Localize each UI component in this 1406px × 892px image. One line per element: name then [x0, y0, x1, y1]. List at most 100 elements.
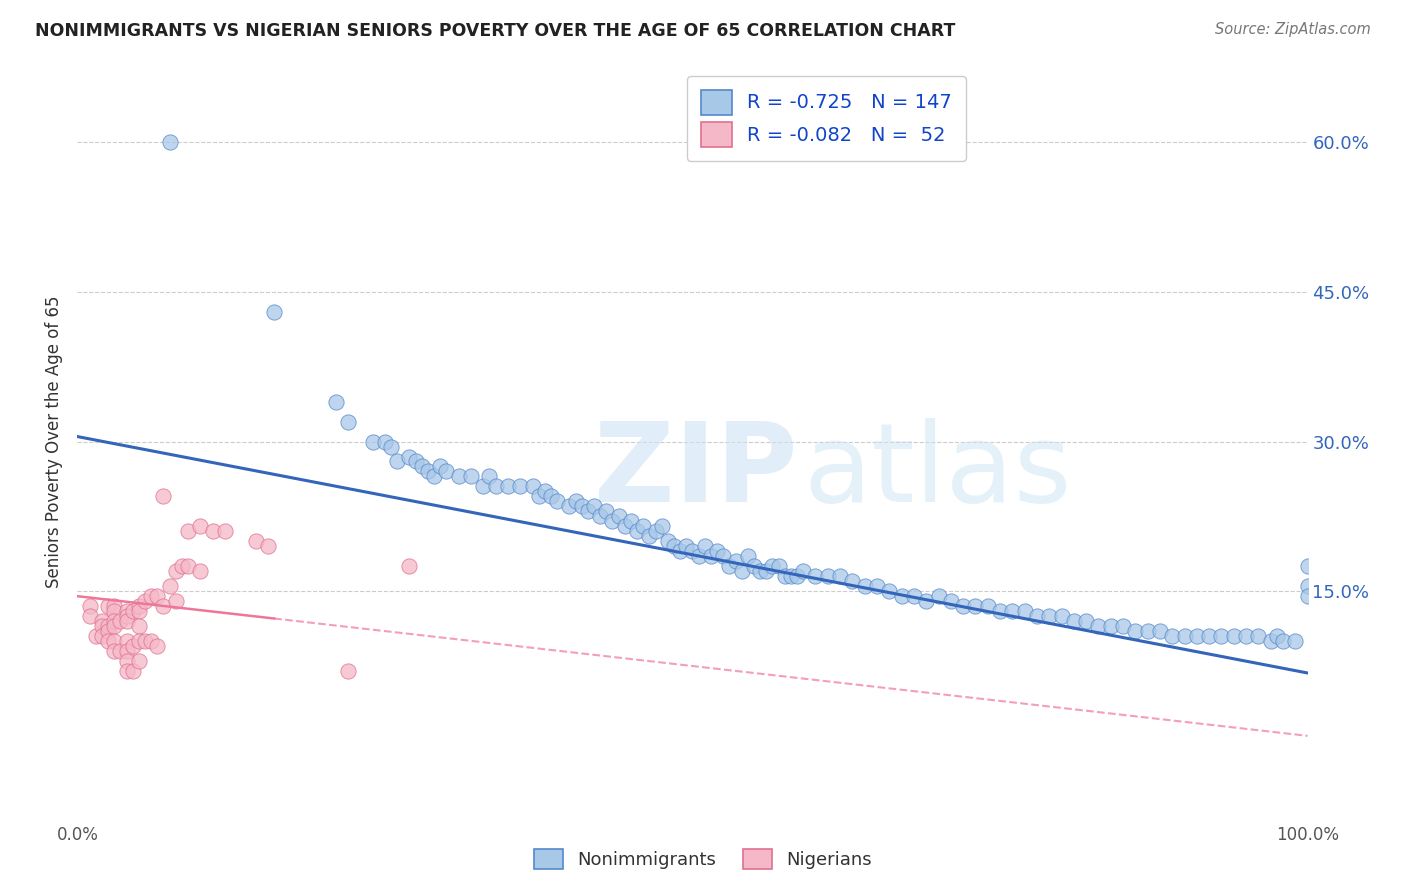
Point	[128, 654, 150, 668]
Point	[97, 599, 120, 614]
Point	[879, 584, 901, 599]
Point	[773, 569, 796, 583]
Point	[103, 614, 125, 628]
Point	[977, 599, 1000, 614]
Point	[1026, 609, 1049, 624]
Point	[485, 479, 508, 493]
Point	[1099, 619, 1122, 633]
Point	[257, 539, 280, 553]
Point	[188, 519, 212, 533]
Point	[626, 524, 648, 539]
Point	[1260, 634, 1282, 648]
Point	[398, 450, 420, 464]
Point	[633, 519, 655, 533]
Point	[1136, 624, 1159, 639]
Point	[682, 544, 704, 558]
Point	[128, 599, 150, 614]
Point	[706, 544, 728, 558]
Point	[152, 490, 174, 504]
Point	[134, 634, 156, 648]
Point	[1211, 629, 1233, 643]
Point	[1063, 614, 1085, 628]
Text: NONIMMIGRANTS VS NIGERIAN SENIORS POVERTY OVER THE AGE OF 65 CORRELATION CHART: NONIMMIGRANTS VS NIGERIAN SENIORS POVERT…	[35, 22, 956, 40]
Point	[121, 604, 143, 618]
Point	[817, 569, 839, 583]
Point	[97, 634, 120, 648]
Point	[737, 549, 759, 564]
Point	[866, 579, 889, 593]
Point	[115, 614, 138, 628]
Point	[915, 594, 938, 608]
Text: ZIP: ZIP	[595, 418, 797, 525]
Point	[662, 539, 685, 553]
Point	[146, 589, 169, 603]
Point	[159, 135, 181, 149]
Point	[988, 604, 1011, 618]
Point	[436, 465, 458, 479]
Point	[472, 479, 495, 493]
Point	[385, 454, 409, 468]
Point	[146, 639, 169, 653]
Point	[1296, 589, 1319, 603]
Point	[90, 619, 114, 633]
Point	[1296, 579, 1319, 593]
Point	[79, 609, 101, 624]
Point	[700, 549, 723, 564]
Point	[496, 479, 519, 493]
Point	[688, 549, 710, 564]
Point	[564, 494, 586, 508]
Point	[1234, 629, 1257, 643]
Point	[1076, 614, 1098, 628]
Point	[939, 594, 962, 608]
Point	[841, 574, 863, 589]
Point	[718, 559, 741, 574]
Point	[1265, 629, 1288, 643]
Point	[1198, 629, 1220, 643]
Point	[103, 644, 125, 658]
Point	[115, 664, 138, 678]
Point	[534, 484, 557, 499]
Point	[1272, 634, 1295, 648]
Point	[188, 564, 212, 578]
Point	[128, 619, 150, 633]
Point	[103, 599, 125, 614]
Point	[374, 434, 396, 449]
Point	[792, 564, 814, 578]
Point	[325, 394, 347, 409]
Point	[761, 559, 783, 574]
Point	[1001, 604, 1024, 618]
Point	[115, 634, 138, 648]
Point	[742, 559, 765, 574]
Point	[731, 564, 754, 578]
Point	[1112, 619, 1135, 633]
Point	[540, 490, 562, 504]
Point	[749, 564, 772, 578]
Point	[214, 524, 236, 539]
Y-axis label: Seniors Poverty Over the Age of 65: Seniors Poverty Over the Age of 65	[45, 295, 63, 588]
Point	[571, 500, 593, 514]
Point	[103, 619, 125, 633]
Point	[853, 579, 876, 593]
Point	[1174, 629, 1197, 643]
Point	[115, 604, 138, 618]
Point	[115, 654, 138, 668]
Point	[263, 305, 285, 319]
Point	[509, 479, 531, 493]
Point	[595, 504, 617, 518]
Point	[1223, 629, 1246, 643]
Point	[546, 494, 568, 508]
Point	[1050, 609, 1073, 624]
Point	[607, 509, 630, 524]
Point	[97, 624, 120, 639]
Point	[602, 514, 624, 528]
Point	[429, 459, 451, 474]
Point	[620, 514, 643, 528]
Point	[460, 469, 482, 483]
Point	[755, 564, 778, 578]
Point	[103, 634, 125, 648]
Point	[159, 579, 181, 593]
Point	[1014, 604, 1036, 618]
Point	[768, 559, 790, 574]
Point	[165, 594, 187, 608]
Point	[115, 644, 138, 658]
